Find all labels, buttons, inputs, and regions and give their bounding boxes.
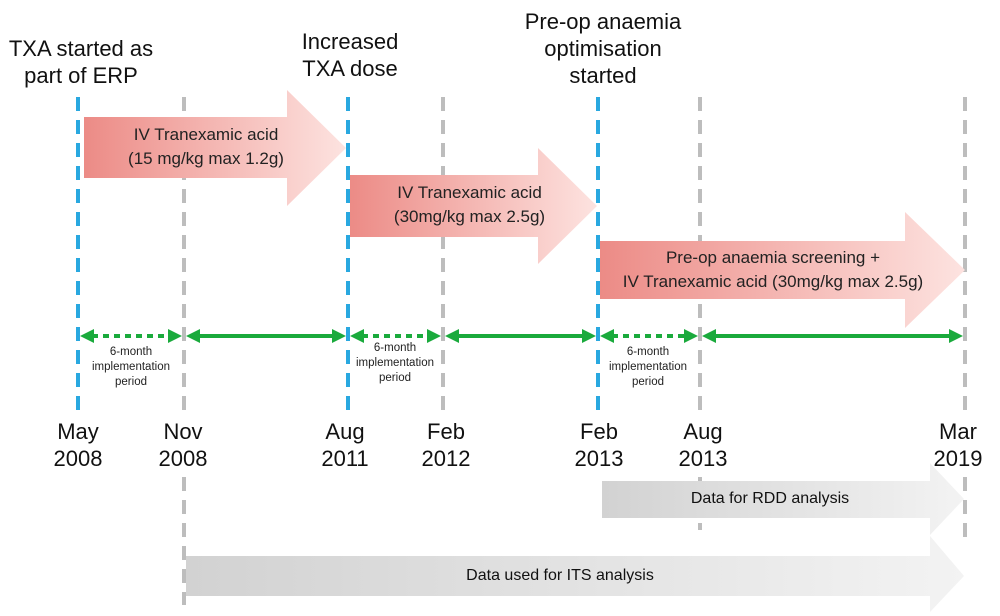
- date-month: Aug: [683, 419, 723, 444]
- event-label-txa-started: TXA started as part of ERP: [0, 35, 162, 89]
- intervention-line: IV Tranexamic acid (30mg/kg max 2.5g): [622, 272, 924, 291]
- date-year: 2013: [678, 446, 728, 471]
- impl-line: implementation: [609, 361, 687, 373]
- arrowhead: [684, 329, 698, 343]
- date-month: Nov: [163, 419, 203, 444]
- date-month: Feb: [427, 419, 465, 444]
- intervention-line: (30mg/kg max 2.5g): [393, 207, 546, 226]
- intervention-arrow-1: [84, 90, 346, 206]
- intervention-arrow-2: [350, 148, 597, 264]
- intervention-line: IV Tranexamic acid: [397, 183, 542, 202]
- intervention-label-3: Pre-op anaemia screening + IV Tranexamic…: [598, 246, 948, 294]
- arrowhead: [445, 329, 459, 343]
- intervention-line: (15 mg/kg max 1.2g): [128, 149, 284, 168]
- intervention-arrow-3: [600, 212, 965, 328]
- date-label-may-2008: May 2008: [42, 418, 114, 472]
- rdd-data-label: Data for RDD analysis: [690, 490, 850, 507]
- arrowhead: [427, 329, 441, 343]
- date-year: 2019: [933, 446, 983, 471]
- arrowhead: [949, 329, 963, 343]
- date-month: May: [57, 419, 99, 444]
- arrowhead: [582, 329, 596, 343]
- impl-line: 6-month: [626, 346, 670, 358]
- event-label-increased-dose: Increased TXA dose: [280, 28, 420, 82]
- intervention-label-2: IV Tranexamic acid (30mg/kg max 2.5g): [362, 181, 577, 229]
- impl-line: period: [379, 372, 411, 384]
- impl-line: implementation: [92, 361, 170, 373]
- arrowhead: [80, 329, 94, 343]
- date-label-feb-2013: Feb 2013: [563, 418, 635, 472]
- implementation-label-1: 6-month implementation period: [81, 345, 181, 390]
- event-label-line: part of ERP: [24, 63, 138, 88]
- intervention-line: IV Tranexamic acid: [133, 125, 279, 144]
- date-label-mar-2019: Mar 2019: [922, 418, 994, 472]
- impl-line: period: [115, 376, 147, 388]
- rdd-data-arrow: [602, 463, 964, 535]
- event-label-line: Pre-op anaemia: [524, 9, 682, 34]
- date-year: 2011: [321, 446, 369, 471]
- impl-line: period: [632, 376, 664, 388]
- date-year: 2012: [421, 446, 471, 471]
- event-label-line: TXA started as: [8, 36, 154, 61]
- its-data-label: Data used for ITS analysis: [466, 567, 654, 584]
- date-year: 2013: [574, 446, 624, 471]
- event-label-line: optimisation: [544, 36, 662, 61]
- arrowhead: [332, 329, 346, 343]
- date-label-aug-2013: Aug 2013: [667, 418, 739, 472]
- intervention-label-1: IV Tranexamic acid (15 mg/kg max 1.2g): [96, 123, 316, 171]
- arrowhead: [702, 329, 716, 343]
- date-month: Feb: [580, 419, 618, 444]
- date-label-nov-2008: Nov 2008: [147, 418, 219, 472]
- date-year: 2008: [158, 446, 208, 471]
- arrowhead: [186, 329, 200, 343]
- green-timeline: [80, 329, 963, 343]
- implementation-label-2: 6-month implementation period: [345, 341, 445, 386]
- date-month: Aug: [325, 419, 365, 444]
- arrowhead: [600, 329, 614, 343]
- impl-line: 6-month: [109, 346, 153, 358]
- arrowhead: [350, 329, 364, 343]
- date-label-aug-2011: Aug 2011: [309, 418, 381, 472]
- event-label-line: Increased: [301, 29, 399, 54]
- impl-line: implementation: [356, 357, 434, 369]
- date-year: 2008: [53, 446, 103, 471]
- event-label-line: TXA dose: [302, 56, 398, 81]
- event-label-line: started: [569, 63, 637, 88]
- intervention-line: Pre-op anaemia screening +: [665, 248, 881, 267]
- date-month: Mar: [939, 419, 977, 444]
- arrowhead: [168, 329, 182, 343]
- implementation-label-3: 6-month implementation period: [598, 345, 698, 390]
- event-label-preop-started: Pre-op anaemia optimisation started: [503, 8, 703, 89]
- its-data-arrow: [186, 536, 964, 612]
- date-label-feb-2012: Feb 2012: [410, 418, 482, 472]
- impl-line: 6-month: [373, 342, 417, 354]
